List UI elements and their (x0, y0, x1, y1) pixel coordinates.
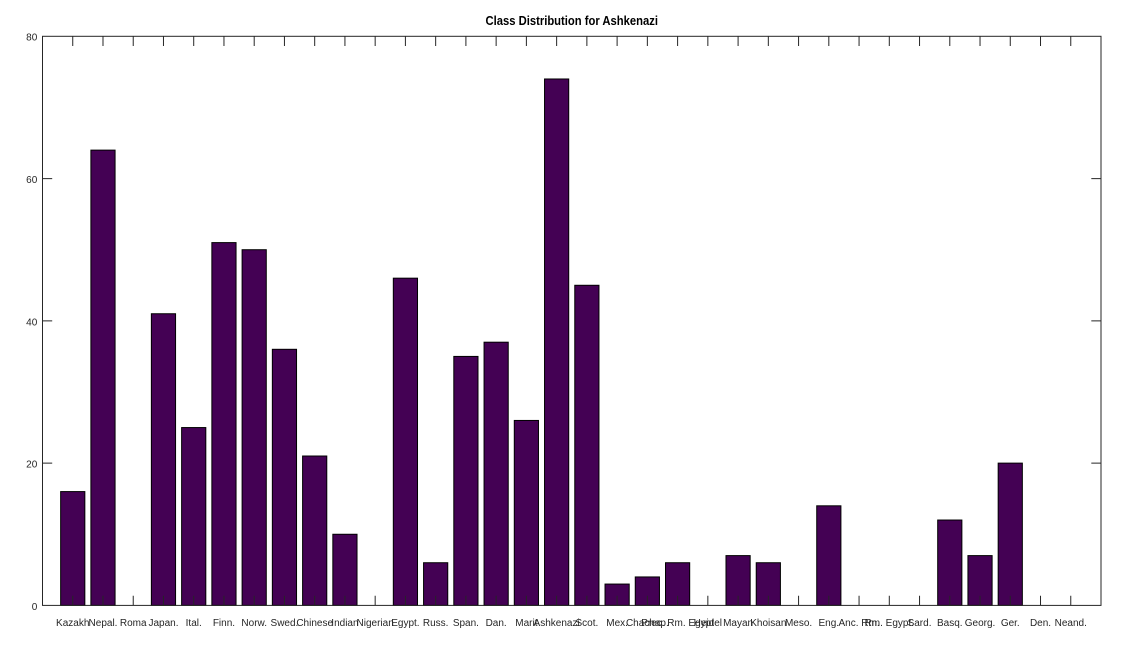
svg-text:Mayan: Mayan (723, 618, 753, 629)
svg-text:Norw.: Norw. (241, 618, 267, 629)
svg-text:Nigerian: Nigerian (357, 618, 394, 629)
svg-text:Dan.: Dan. (486, 618, 507, 629)
svg-text:20: 20 (26, 460, 38, 471)
svg-text:Class Distribution for Ashkena: Class Distribution for Ashkenazi (486, 13, 659, 28)
svg-text:Anc. Rm.: Anc. Rm. (838, 618, 879, 629)
svg-text:Egypt.: Egypt. (391, 618, 419, 629)
svg-text:Chinese: Chinese (296, 618, 333, 629)
svg-text:Swed.: Swed. (271, 618, 299, 629)
svg-text:Kazakh: Kazakh (56, 618, 89, 629)
svg-text:Ital.: Ital. (186, 618, 202, 629)
svg-text:Heidel: Heidel (694, 618, 722, 629)
svg-text:Nepal.: Nepal. (89, 618, 118, 629)
svg-text:Prec. Rm. Egypt: Prec. Rm. Egypt (641, 618, 714, 629)
svg-text:Eng.: Eng. (819, 618, 840, 629)
svg-text:Sard.: Sard. (908, 618, 932, 629)
svg-text:Indian: Indian (331, 618, 358, 629)
svg-text:Finn.: Finn. (213, 618, 235, 629)
svg-text:Scot.: Scot. (575, 618, 598, 629)
svg-text:0: 0 (32, 602, 38, 613)
svg-text:Georg.: Georg. (965, 618, 996, 629)
svg-text:Khoisan: Khoisan (750, 618, 786, 629)
svg-text:40: 40 (26, 317, 38, 328)
svg-text:Chachap.: Chachap. (626, 618, 669, 629)
svg-text:Roma: Roma (120, 618, 147, 629)
svg-text:Russ.: Russ. (423, 618, 449, 629)
svg-text:Basq.: Basq. (937, 618, 963, 629)
svg-text:Neand.: Neand. (1055, 618, 1087, 629)
svg-text:60: 60 (26, 175, 38, 186)
svg-text:Ashkenazi: Ashkenazi (534, 618, 580, 629)
svg-text:Den.: Den. (1030, 618, 1051, 629)
svg-text:Ger.: Ger. (1001, 618, 1020, 629)
svg-text:Marit: Marit (515, 618, 537, 629)
svg-text:Span.: Span. (453, 618, 479, 629)
svg-text:80: 80 (26, 33, 38, 44)
svg-text:Rm. Egypt.: Rm. Egypt. (865, 618, 914, 629)
svg-text:Mex.: Mex. (606, 618, 628, 629)
svg-text:Meso.: Meso. (785, 618, 812, 629)
svg-text:Japan.: Japan. (148, 618, 178, 629)
